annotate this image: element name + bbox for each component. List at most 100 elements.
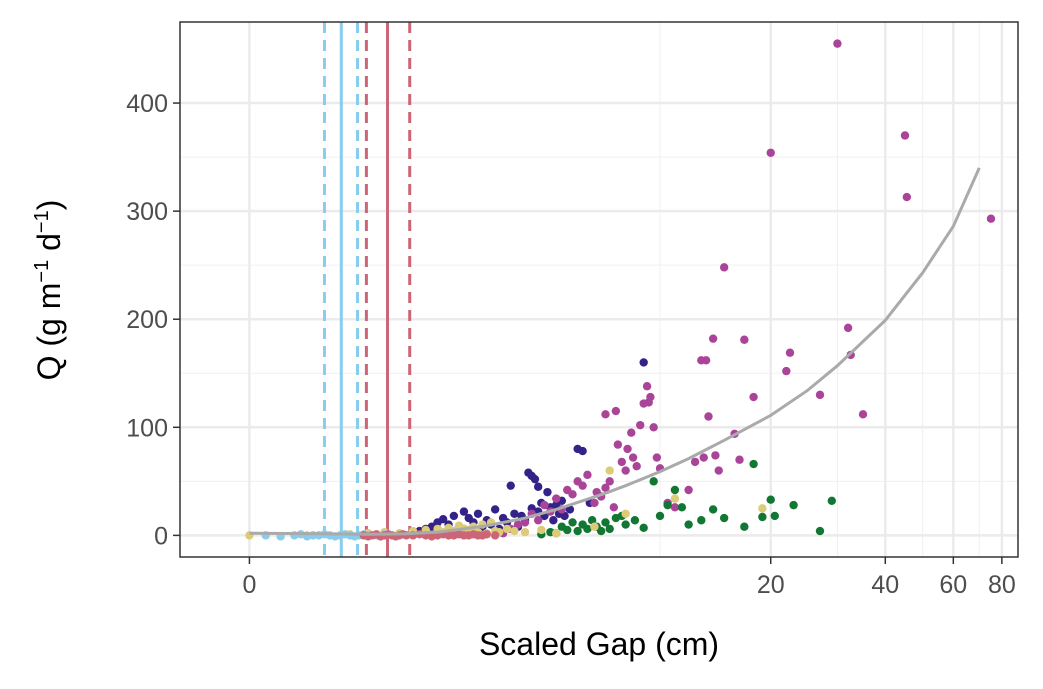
data-point: [605, 466, 614, 475]
data-point: [609, 503, 619, 512]
data-point: [770, 511, 779, 521]
data-point: [986, 214, 996, 223]
data-point: [758, 512, 767, 522]
data-point: [697, 516, 706, 525]
data-point: [708, 334, 718, 343]
data-point: [684, 520, 693, 529]
fit-curve-group: [249, 167, 981, 536]
data-point: [719, 513, 729, 523]
data-point: [749, 392, 758, 402]
data-point: [601, 483, 610, 493]
data-point: [628, 453, 638, 462]
data-point: [766, 495, 775, 504]
data-point: [490, 531, 500, 540]
data-point: [630, 516, 640, 525]
data-point: [563, 525, 572, 535]
data-point: [510, 526, 519, 536]
data-point: [827, 496, 837, 505]
data-point: [833, 39, 842, 48]
data-points: [245, 39, 996, 541]
data-point: [621, 509, 630, 518]
data-point: [785, 348, 795, 357]
data-point: [537, 525, 546, 535]
data-point: [704, 412, 713, 421]
data-point: [670, 485, 680, 495]
x-tick-label: 0: [242, 571, 256, 599]
data-point: [621, 466, 630, 475]
data-point: [568, 518, 577, 527]
panel-border: [179, 21, 1019, 558]
data-point: [815, 526, 825, 536]
data-point: [578, 481, 587, 490]
data-point: [510, 509, 519, 518]
data-point: [552, 494, 561, 503]
data-point: [649, 477, 658, 486]
data-point: [766, 148, 775, 157]
fit-curve: [249, 167, 981, 536]
data-point: [663, 500, 672, 510]
data-point: [636, 420, 645, 430]
data-point: [670, 494, 680, 503]
x-axis-title: Scaled Gap (cm): [479, 626, 719, 662]
data-point: [520, 527, 530, 537]
data-point: [601, 518, 610, 527]
data-point: [596, 526, 606, 536]
data-point: [533, 482, 543, 491]
data-point: [482, 530, 491, 539]
panel-background: [180, 22, 1018, 557]
data-point: [782, 366, 791, 376]
data-point: [639, 358, 648, 367]
data-point: [684, 485, 693, 495]
data-point: [605, 524, 614, 534]
data-point: [639, 523, 648, 533]
data-point: [711, 451, 720, 460]
data-point: [758, 504, 767, 513]
data-point: [549, 516, 558, 525]
data-point: [459, 507, 469, 516]
data-point: [858, 410, 868, 419]
data-point: [590, 498, 599, 508]
data-point: [670, 503, 680, 512]
data-point: [621, 520, 630, 529]
y-axis-title-main: Q (g m: [31, 283, 67, 381]
data-point: [749, 459, 758, 469]
data-point: [789, 500, 798, 510]
y-tick-label: 400: [126, 90, 168, 118]
data-point: [719, 263, 729, 272]
data-point: [649, 423, 658, 432]
reference-lines: [322, 22, 412, 557]
data-point: [611, 406, 621, 416]
data-point: [513, 520, 523, 529]
data-point: [708, 505, 718, 514]
y-axis-title-end: ): [31, 200, 67, 211]
data-point: [578, 446, 587, 456]
y-axis-title-sup1: −1: [31, 260, 53, 283]
data-point: [690, 457, 700, 467]
data-point: [740, 522, 749, 531]
data-point: [449, 511, 459, 521]
data-point: [473, 509, 483, 518]
x-tick-label: 60: [939, 571, 967, 599]
y-tick-label: 100: [126, 414, 168, 442]
data-point: [900, 131, 910, 140]
data-point: [655, 511, 665, 521]
data-point: [533, 516, 543, 525]
x-tick-label: 40: [871, 571, 899, 599]
data-point: [438, 514, 448, 524]
y-axis-title-sup2: −1: [31, 210, 53, 233]
data-point: [520, 518, 530, 527]
data-point: [701, 356, 711, 365]
data-point: [613, 440, 623, 449]
x-tick-label: 80: [988, 571, 1016, 599]
data-point: [677, 503, 687, 512]
data-point: [502, 524, 512, 534]
data-point: [902, 192, 912, 202]
y-tick-label: 200: [126, 306, 168, 334]
data-point: [601, 410, 610, 419]
data-point: [552, 529, 561, 538]
data-point: [646, 392, 655, 402]
x-tick-label: 20: [757, 571, 785, 599]
data-point: [583, 470, 592, 480]
data-point: [543, 487, 552, 497]
data-point: [740, 335, 749, 344]
